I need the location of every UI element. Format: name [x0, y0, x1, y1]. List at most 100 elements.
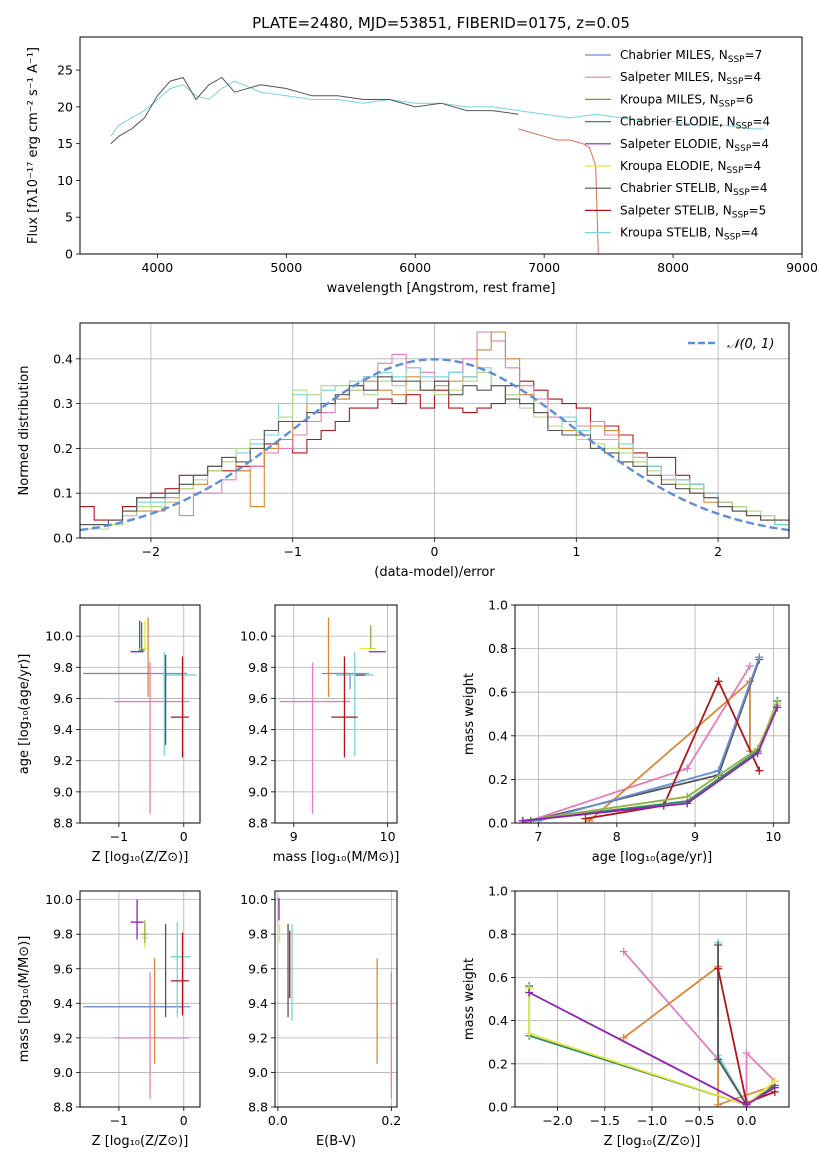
- plot-frame: [274, 890, 398, 1108]
- x-tick-label: 0.2: [381, 1113, 401, 1128]
- legend-label: Chabrier ELODIE, NSSP=4: [620, 115, 770, 132]
- x-tick-label: −2.0: [542, 1113, 572, 1128]
- series-line: [538, 656, 761, 822]
- errorbar-point: [86, 958, 181, 1064]
- y-tick-label: 9.4: [248, 996, 268, 1011]
- panel-mass-vs-ebv: 0.0 0.2 8.8 9.0 9.2 9.4 9.6 9.8 10.0 E(B-V): [240, 890, 401, 1149]
- legend-label-sub: SSP: [727, 166, 744, 176]
- x-tick-label: 9: [290, 829, 298, 844]
- series-marker: [745, 662, 754, 671]
- x-tick-label: 10: [380, 829, 396, 844]
- y-tick-label: 8.8: [53, 816, 73, 831]
- legend-label-sub: SSP: [734, 144, 751, 154]
- y-tick-label: 9.6: [53, 961, 73, 976]
- y-tick-label: 9.6: [248, 691, 268, 706]
- errorbar-point: [336, 651, 374, 757]
- y-tick-label: 10.0: [240, 892, 268, 907]
- x-tick-label: 0: [180, 829, 188, 844]
- y-axis-label: mass weight: [462, 958, 477, 1040]
- series-line: [528, 988, 776, 1106]
- plot-frame: [79, 604, 201, 824]
- panel-age-vs-z: −1 0 8.8 9.0 9.2 9.4 9.6 9.8 10.0 Z [log₁₀(Z/Z⊙)]…: [17, 604, 201, 865]
- plot-frame: [79, 322, 790, 539]
- errorbar-point: [83, 672, 188, 690]
- legend-label-main: Chabrier STELIB, N: [620, 181, 733, 195]
- y-tick-label: 10: [57, 173, 73, 188]
- series-marker: [714, 964, 723, 973]
- x-tick-label: −1: [283, 544, 301, 559]
- x-tick-label: 6000: [399, 260, 431, 275]
- panel-age-vs-mass: 9 10 8.8 9.0 9.2 9.4 9.6 9.8 10.0 mass [log₁₀(M/M…: [240, 604, 400, 865]
- y-tick-label: 9.4: [53, 996, 73, 1011]
- legend-label-sub: SSP: [732, 210, 749, 220]
- legend-label: Kroupa ELODIE, NSSP=4: [620, 159, 761, 176]
- y-tick-label: 9.4: [53, 722, 73, 737]
- plot-area: [110, 76, 764, 254]
- series-marker: [714, 941, 723, 949]
- legend-label-main: Salpeter ELODIE, N: [620, 137, 734, 151]
- x-tick-label: 1: [572, 544, 580, 559]
- y-tick-label: 0.2: [488, 772, 508, 787]
- legend-label: Kroupa STELIB, NSSP=4: [620, 226, 758, 243]
- legend-label-main: Chabrier MILES, N: [620, 48, 728, 62]
- series-marker: [518, 816, 527, 823]
- y-axis-label: Flux [fλ10⁻¹⁷ erg cm⁻² s⁻¹ A⁻¹]: [26, 47, 41, 244]
- y-tick-label: 0.6: [488, 970, 508, 985]
- x-tick-label: −1: [110, 1113, 128, 1128]
- series-marker: [525, 1029, 534, 1038]
- legend: 𝒩(0, 1): [688, 337, 774, 352]
- y-axis-label: mass [log₁₀(M/M⊙)]: [17, 936, 32, 1063]
- x-axis-label: Z [log₁₀(Z/Z⊙)]: [604, 1134, 701, 1149]
- y-tick-label: 15: [57, 136, 73, 151]
- legend-label-main: Kroupa MILES, N: [620, 92, 719, 106]
- y-axis-label: Normed distribution: [17, 366, 32, 496]
- plot-area: [83, 617, 197, 814]
- y-tick-label: 0.6: [488, 685, 508, 700]
- panel-spectrum: 4000 5000 6000 7000 8000 9000 0 5 10 15 20 25 wavele…: [26, 14, 818, 296]
- legend-label: 𝒩(0, 1): [727, 337, 774, 352]
- legend-label-tail: =4: [743, 70, 761, 84]
- y-tick-label: 9.4: [248, 722, 268, 737]
- errorbar-point: [170, 932, 189, 1016]
- legend-label: Salpeter STELIB, NSSP=5: [620, 203, 766, 220]
- y-tick-label: 9.8: [53, 927, 73, 942]
- y-tick-label: 8.8: [53, 1100, 73, 1115]
- plot-frame: [274, 604, 398, 824]
- errorbar-point: [114, 972, 189, 1099]
- y-tick-label: 10.0: [45, 892, 73, 907]
- x-tick-label: 0: [180, 1113, 188, 1128]
- x-tick-label: 9: [691, 829, 699, 844]
- legend-label-sub: SSP: [727, 77, 744, 87]
- errorbar-point: [321, 672, 369, 690]
- series-marker: [753, 749, 762, 758]
- errorbar-point: [163, 651, 197, 757]
- y-tick-label: 0.0: [53, 531, 73, 546]
- x-axis-label: Z [log₁₀(Z/Z⊙)]: [92, 850, 189, 865]
- y-tick-label: 0.0: [488, 816, 508, 831]
- errorbar-point: [279, 662, 351, 814]
- y-tick-label: 9.6: [248, 961, 268, 976]
- y-tick-label: 9.8: [248, 660, 268, 675]
- x-tick-label: 0.0: [737, 1113, 757, 1128]
- y-tick-label: 0.4: [53, 351, 73, 366]
- x-axis-label: mass [log₁₀(M/M⊙)]: [273, 850, 400, 865]
- y-tick-label: 8.8: [248, 1100, 268, 1115]
- panel-residuals: −2 −1 0 1 2 0.0 0.1 0.2 0.3 0.4 (data-model)/error…: [17, 322, 790, 580]
- plot-area: [279, 617, 386, 814]
- legend-label-main: Kroupa ELODIE, N: [620, 159, 727, 173]
- y-tick-label: 9.8: [53, 660, 73, 675]
- plot-area: [83, 899, 191, 1099]
- errorbar-point: [170, 922, 191, 1018]
- plot-frame: [79, 890, 201, 1108]
- errorbar-point: [141, 620, 149, 650]
- y-tick-label: 9.0: [248, 1065, 268, 1080]
- legend-label-tail: =7: [745, 48, 763, 62]
- panel-mass-weight-vs-age: 7 8 9 10 0.0 0.2 0.4 0.6 0.8 1.0 age [log₁₀(age/yr…: [462, 598, 790, 865]
- y-tick-label: 0.8: [488, 927, 508, 942]
- plot-frame: [514, 890, 790, 1108]
- x-tick-label: −0.5: [684, 1113, 714, 1128]
- x-tick-label: −1.5: [590, 1113, 620, 1128]
- legend-label-tail: =4: [752, 115, 770, 129]
- errorbar-point: [138, 622, 145, 651]
